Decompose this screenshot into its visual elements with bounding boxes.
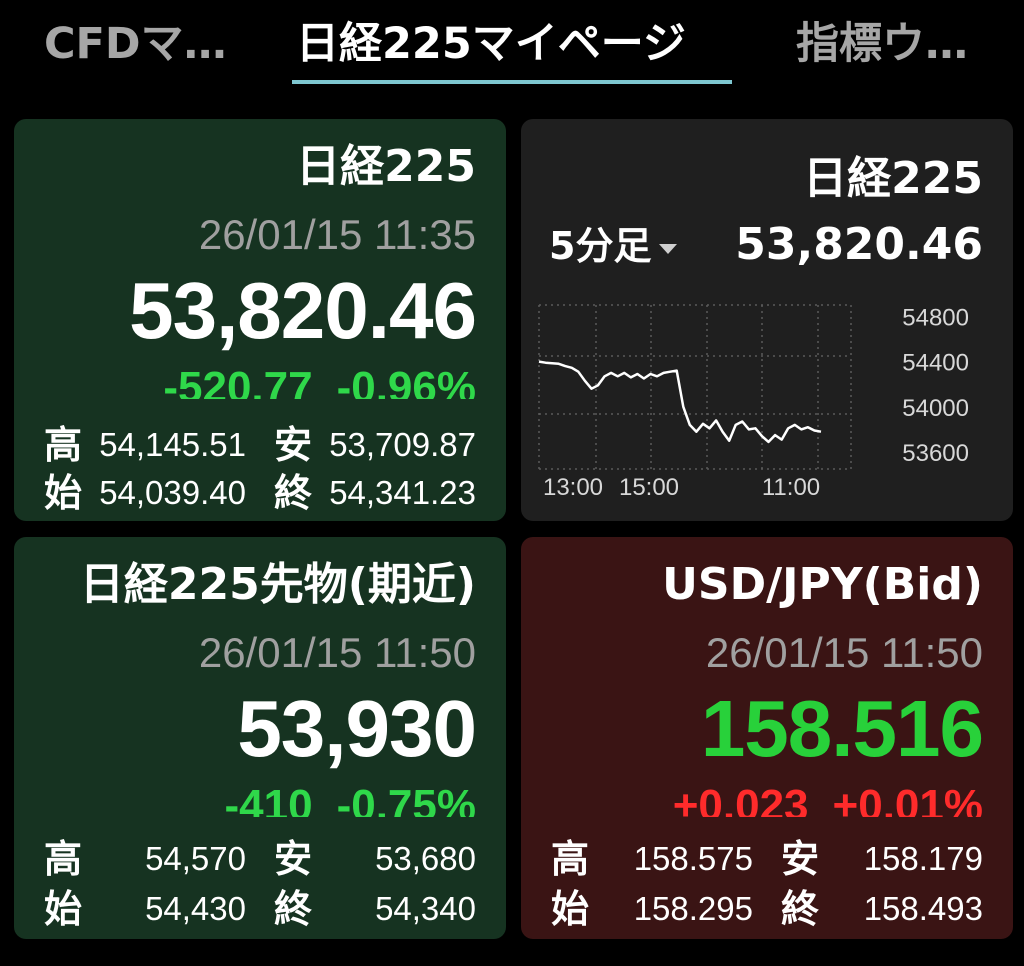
caret-down-icon <box>659 243 678 254</box>
price-line-chart[interactable]: 54800 54400 54000 53600 13:00 15:00 11:00 <box>521 119 1013 521</box>
high-value: 158.575 <box>633 840 753 877</box>
quote-card-usdjpy[interactable]: USD/JPY(Bid) 26/01/15 11:50 158.516 +0.0… <box>521 537 1013 939</box>
quote-title: 日経225先物(期近) <box>79 559 476 610</box>
quote-datetime: 26/01/15 11:35 <box>198 211 476 258</box>
x-tick-label: 11:00 <box>762 474 820 501</box>
open-label: 始 <box>551 887 590 931</box>
low-label: 安 <box>781 837 820 881</box>
chart-title: 日経225 <box>803 153 983 204</box>
tab-cfd[interactable]: CFDマ… <box>44 19 227 69</box>
quote-change: +0.023 +0.01% <box>673 781 983 817</box>
quote-card-nikkei[interactable]: 日経225 26/01/15 11:35 53,820.46 -520.77 -0… <box>14 119 506 521</box>
change-percent: +0.01% <box>832 781 983 817</box>
open-value: 54,039.40 <box>99 474 246 511</box>
high-label: 高 <box>44 423 83 467</box>
close-value: 54,340 <box>375 890 476 927</box>
change-value: +0.023 <box>672 781 809 817</box>
high-value: 54,145.51 <box>99 426 246 463</box>
tab-bar: CFDマ… 日経225マイページ 指標ウ… <box>0 0 1024 100</box>
y-tick-label: 54800 <box>902 304 969 331</box>
low-label: 安 <box>274 423 313 467</box>
close-label: 終 <box>274 471 313 515</box>
low-value: 158.179 <box>863 840 983 877</box>
high-label: 高 <box>551 837 590 881</box>
chart-card-nikkei[interactable]: 日経225 5分足 53,820.46 54800 54400 54000 53600… <box>521 119 1013 521</box>
high-value: 54,570 <box>145 840 246 877</box>
x-tick-label: 15:00 <box>619 474 679 501</box>
tab-indicators[interactable]: 指標ウ… <box>796 19 968 69</box>
active-tab-indicator <box>292 80 732 84</box>
quote-change: -520.77 -0.96% <box>163 363 476 399</box>
close-label: 終 <box>274 887 313 929</box>
close-value: 158.493 <box>863 890 983 927</box>
change-value: -520.77 <box>163 363 313 399</box>
y-tick-label: 53600 <box>902 440 969 467</box>
low-value: 53,709.87 <box>329 426 476 463</box>
quote-price: 158.516 <box>700 684 984 773</box>
quote-price: 53,820.46 <box>129 266 477 355</box>
open-label: 始 <box>44 887 83 929</box>
low-value: 53,680 <box>375 840 476 877</box>
quote-change: -410 -0.75% <box>225 781 477 817</box>
timeframe-label: 5分足 <box>549 224 652 268</box>
change-percent: -0.96% <box>336 363 476 399</box>
close-label: 終 <box>781 887 820 931</box>
ohlc-table: 高 54,570 安 53,680 始 54,430 終 54,340 <box>44 837 476 929</box>
quote-price: 53,930 <box>237 684 477 773</box>
timeframe-dropdown[interactable]: 5分足 <box>549 222 678 270</box>
quote-card-futures[interactable]: 日経225先物(期近) 26/01/15 11:50 53,930 -410 -0… <box>14 537 506 939</box>
ohlc-table: 高 54,145.51 安 53,709.87 始 54,039.40 終 54… <box>44 423 476 519</box>
price-series-line <box>538 360 822 444</box>
open-label: 始 <box>44 471 83 515</box>
quote-datetime: 26/01/15 11:50 <box>705 629 983 676</box>
low-label: 安 <box>274 837 313 881</box>
ohlc-table: 高 158.575 安 158.179 始 158.295 終 158.493 <box>551 837 983 933</box>
quote-title: USD/JPY(Bid) <box>662 559 983 610</box>
change-percent: -0.75% <box>336 781 476 817</box>
x-tick-label: 13:00 <box>543 474 603 501</box>
y-tick-label: 54400 <box>902 350 969 377</box>
close-value: 54,341.23 <box>329 474 476 511</box>
quote-title: 日経225 <box>296 141 476 192</box>
open-value: 54,430 <box>145 890 246 927</box>
y-tick-label: 54000 <box>902 395 969 422</box>
change-value: -410 <box>224 781 313 817</box>
high-label: 高 <box>44 837 83 881</box>
chart-price: 53,820.46 <box>735 219 983 270</box>
open-value: 158.295 <box>633 890 753 927</box>
quote-datetime: 26/01/15 11:50 <box>198 629 476 676</box>
tab-nikkei-mypage[interactable]: 日経225マイページ <box>296 19 686 69</box>
